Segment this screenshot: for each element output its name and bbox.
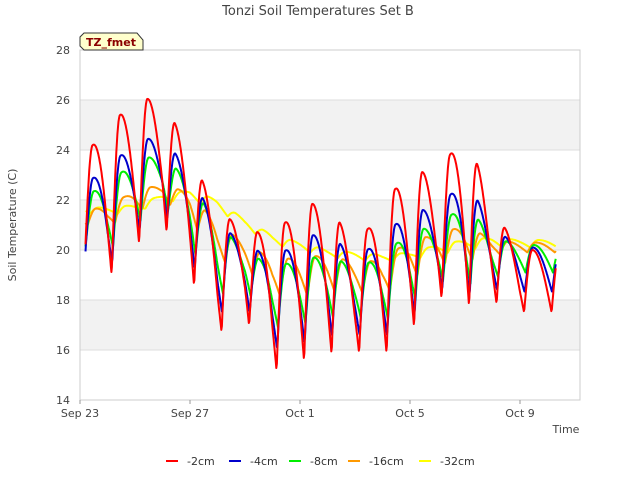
legend-label: -2cm [187, 455, 215, 468]
x-axis-label: Time [552, 423, 580, 436]
legend-label: -32cm [440, 455, 475, 468]
x-tick-label: Oct 1 [285, 407, 315, 420]
legend-label: -16cm [369, 455, 404, 468]
site-badge: TZ_fmet [79, 32, 144, 51]
badge-label: TZ_fmet [86, 36, 136, 49]
y-tick-label: 14 [56, 394, 70, 407]
y-tick-label: 18 [56, 294, 70, 307]
legend-label: -4cm [250, 455, 278, 468]
x-tick-label: Sep 27 [171, 407, 209, 420]
legend-item: -8cm [289, 455, 338, 468]
plot-band [80, 200, 580, 250]
y-axis-label: Soil Temperature (C) [6, 169, 19, 282]
x-axis-ticks: Sep 23 Sep 27 Oct 1 Oct 5 Oct 9 [61, 400, 535, 420]
plot-frame [79, 49, 581, 401]
x-tick-label: Oct 9 [505, 407, 535, 420]
y-tick-label: 16 [56, 344, 70, 357]
x-tick-label: Sep 23 [61, 407, 99, 420]
legend-item: -32cm [419, 455, 475, 468]
badge-box [79, 32, 144, 51]
x-tick-label: Oct 5 [395, 407, 425, 420]
series-layer [84, 97, 557, 369]
y-tick-label: 20 [56, 244, 70, 257]
legend: -2cm -4cm -8cm -16cm -32cm [166, 455, 475, 468]
legend-item: -2cm [166, 455, 215, 468]
plot-band [80, 100, 580, 150]
y-tick-label: 26 [56, 94, 70, 107]
y-axis-ticks: 14 16 18 20 22 24 26 28 [56, 44, 70, 407]
y-tick-label: 28 [56, 44, 70, 57]
legend-item: -4cm [229, 455, 278, 468]
chart-title: Tonzi Soil Temperatures Set B [221, 4, 414, 19]
legend-item: -16cm [348, 455, 404, 468]
legend-label: -8cm [310, 455, 338, 468]
series-line--2cm [84, 97, 557, 369]
y-tick-label: 22 [56, 194, 70, 207]
y-tick-label: 24 [56, 144, 70, 157]
